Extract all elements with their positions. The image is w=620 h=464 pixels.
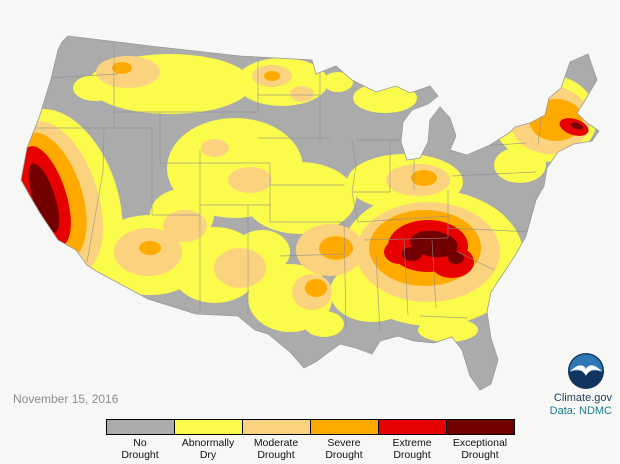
legend-item-extreme-drought: Extreme Drought — [377, 419, 447, 461]
legend-item-no-drought: No Drought — [105, 419, 175, 461]
drought-legend: No Drought Abnormally Dry Moderate Droug… — [0, 419, 620, 461]
map-date: November 15, 2016 — [13, 392, 119, 406]
legend-item-moderate-drought: Moderate Drought — [241, 419, 311, 461]
legend-label-extreme-drought: Extreme Drought — [392, 437, 432, 461]
legend-label-abnormally-dry: Abnormally Dry — [181, 437, 235, 461]
region-exceptional-drought — [28, 122, 583, 264]
credit-data-source: Data: NDMC — [549, 405, 612, 417]
legend-swatch-severe-drought — [309, 419, 379, 435]
noaa-logo — [567, 352, 605, 390]
legend-row: No Drought Abnormally Dry Moderate Droug… — [105, 419, 515, 461]
legend-swatch-moderate-drought — [241, 419, 311, 435]
legend-swatch-extreme-drought — [377, 419, 447, 435]
us-drought-map — [20, 35, 600, 391]
legend-item-severe-drought: Severe Drought — [309, 419, 379, 461]
legend-label-no-drought: No Drought — [121, 437, 159, 461]
legend-swatch-abnormally-dry — [173, 419, 243, 435]
legend-item-exceptional-drought: Exceptional Drought — [445, 419, 515, 461]
legend-swatch-no-drought — [105, 419, 175, 435]
credit-climategov: Climate.gov — [553, 392, 612, 404]
legend-item-abnormally-dry: Abnormally Dry — [173, 419, 243, 461]
legend-label-severe-drought: Severe Drought — [325, 437, 363, 461]
legend-swatch-exceptional-drought — [445, 419, 515, 435]
noaa-seagull-icon — [569, 365, 603, 376]
legend-label-moderate-drought: Moderate Drought — [253, 437, 299, 461]
legend-label-exceptional-drought: Exceptional Drought — [452, 437, 508, 461]
map-credits: Climate.gov Data: NDMC — [550, 392, 612, 418]
